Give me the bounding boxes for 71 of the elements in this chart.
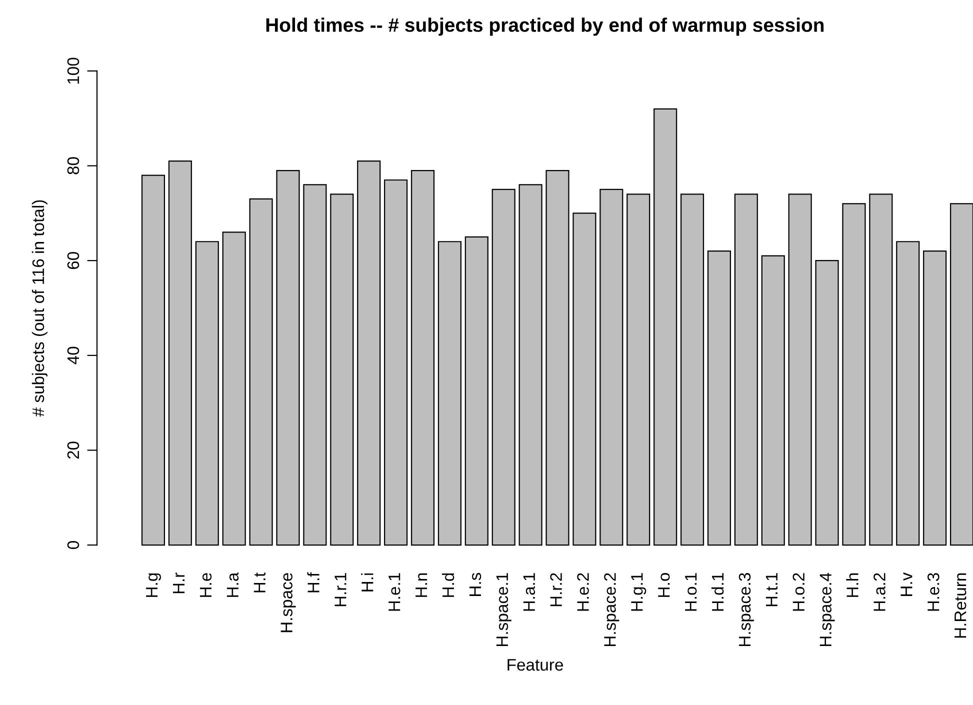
bar bbox=[357, 160, 381, 546]
x-tick-label: H.e bbox=[200, 573, 212, 597]
x-tick-label: H.space.3 bbox=[738, 573, 754, 646]
x-tick-label: H.e.2 bbox=[577, 573, 589, 611]
bar bbox=[518, 184, 542, 546]
bar bbox=[734, 194, 758, 546]
y-tick-label: 20 bbox=[67, 442, 80, 459]
x-tick-label: H.o.1 bbox=[685, 573, 697, 611]
bar bbox=[546, 170, 570, 546]
bar bbox=[788, 194, 812, 546]
bar bbox=[654, 108, 678, 546]
bar bbox=[276, 170, 300, 546]
x-tick-label: H.a.2 bbox=[874, 573, 886, 611]
x-tick-label: H.h bbox=[846, 573, 858, 597]
bar bbox=[464, 236, 488, 546]
bar bbox=[680, 194, 704, 546]
x-tick-label: H.d.1 bbox=[711, 573, 724, 611]
bar bbox=[923, 250, 947, 546]
x-tick-label: H.g.1 bbox=[631, 573, 646, 611]
bar bbox=[384, 179, 408, 546]
x-tick-label: H.e.3 bbox=[927, 573, 940, 611]
y-axis-title: # subjects (out of 116 in total) bbox=[32, 200, 48, 417]
x-tick-label: H.r.1 bbox=[334, 573, 346, 606]
bar bbox=[572, 212, 596, 546]
x-tick-label: H.n bbox=[416, 573, 428, 597]
bar bbox=[869, 194, 893, 546]
x-tick-label: H.g bbox=[146, 573, 161, 597]
x-tick-label: H.Return bbox=[954, 573, 966, 638]
bar bbox=[707, 250, 731, 546]
x-tick-label: H.r.2 bbox=[550, 573, 562, 606]
x-axis-title: Feature bbox=[508, 659, 563, 671]
chart-title: Hold times -- # subjects practiced by end of warmup session bbox=[266, 18, 824, 36]
x-tick-label: H.a.1 bbox=[523, 573, 536, 611]
bar bbox=[195, 241, 219, 546]
y-tick-label: 40 bbox=[67, 346, 80, 364]
y-tick-label: 80 bbox=[67, 157, 80, 174]
x-tick-label: H.s bbox=[469, 572, 482, 596]
x-tick-label: H.space.1 bbox=[496, 573, 512, 646]
x-tick-label: H.a bbox=[226, 572, 239, 597]
x-tick-label: H.space bbox=[280, 573, 296, 632]
y-tick-label: 100 bbox=[67, 58, 80, 84]
x-tick-label: H.r bbox=[173, 572, 184, 594]
bar bbox=[761, 255, 785, 546]
bar bbox=[438, 241, 462, 546]
x-tick-label: H.space.4 bbox=[820, 572, 835, 646]
x-tick-label: H.i bbox=[361, 573, 374, 592]
bar bbox=[141, 174, 166, 546]
bar bbox=[410, 170, 435, 546]
x-tick-label: H.e.1 bbox=[388, 573, 400, 611]
x-tick-label: H.v bbox=[900, 572, 912, 596]
bar bbox=[600, 188, 624, 546]
y-tick-label: 60 bbox=[67, 252, 80, 270]
x-tick-label: H.o bbox=[658, 573, 670, 597]
x-tick-label: H.t.1 bbox=[766, 573, 778, 606]
bar bbox=[626, 194, 650, 546]
bar bbox=[303, 184, 327, 546]
x-tick-label: H.o.2 bbox=[792, 573, 805, 611]
bar bbox=[815, 260, 839, 546]
x-tick-label: H.space.2 bbox=[604, 573, 620, 646]
bar bbox=[330, 194, 354, 546]
y-tick-label: 0 bbox=[67, 541, 80, 550]
bar bbox=[168, 160, 192, 546]
x-tick-label: H.d bbox=[442, 573, 454, 597]
bar bbox=[842, 203, 866, 546]
bar bbox=[249, 198, 273, 546]
bar bbox=[950, 203, 973, 546]
bar bbox=[222, 232, 246, 546]
bar bbox=[492, 188, 516, 546]
x-tick-label: H.f bbox=[307, 572, 320, 592]
x-tick-label: H.t bbox=[254, 572, 266, 592]
bar bbox=[896, 241, 920, 546]
